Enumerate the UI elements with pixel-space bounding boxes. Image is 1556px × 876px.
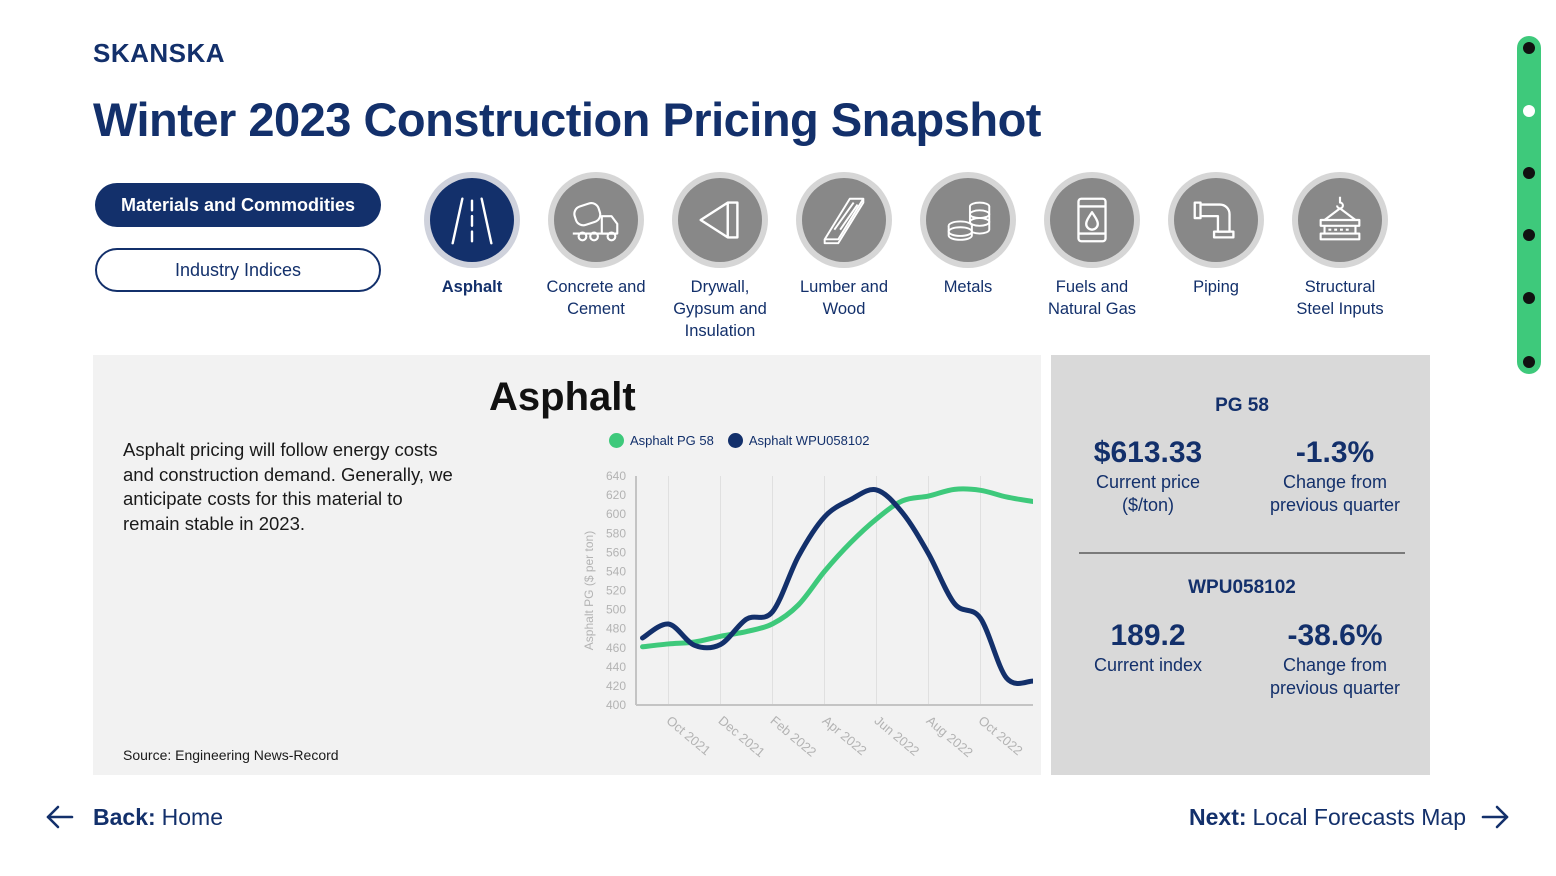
category-nav: Asphalt Concrete and Cement Drywall, Gyp…: [410, 172, 1410, 347]
x-tick-label: Feb 2022: [768, 713, 820, 760]
category-metals[interactable]: Metals: [906, 172, 1030, 298]
category-label: Lumber and Wood: [799, 278, 889, 318]
category-label: Concrete and Cement: [546, 278, 646, 318]
category-label: Fuels and Natural Gas: [1047, 278, 1137, 318]
legend-swatch-green: [609, 433, 624, 448]
stats-divider: [1079, 552, 1405, 554]
y-tick-label: 540: [606, 564, 626, 578]
pg58-price-label: Current price ($/ton): [1095, 472, 1201, 515]
category-structural-steel-inputs[interactable]: Structural Steel Inputs: [1278, 172, 1402, 320]
pg58-current-price: $613.33 Current price ($/ton): [1053, 435, 1243, 517]
concrete-mixer-icon: [572, 202, 619, 242]
tab-industry-indices[interactable]: Industry Indices: [95, 248, 381, 292]
wpu-change: -38.6% Change from previous quarter: [1240, 618, 1430, 700]
legend-item-wpu: Asphalt WPU058102: [727, 433, 870, 448]
page-title: Winter 2023 Construction Pricing Snapsho…: [93, 93, 1041, 146]
y-tick-label: 520: [606, 584, 626, 598]
category-label: Structural Steel Inputs: [1296, 278, 1384, 318]
section-dot[interactable]: [1523, 356, 1535, 368]
legend-label: Asphalt WPU058102: [748, 433, 870, 448]
legend-label: Asphalt PG 58: [630, 433, 714, 448]
section-dot[interactable]: [1523, 229, 1535, 241]
pipe-icon: [1193, 201, 1235, 239]
line-chart: 4004204404604805005205405605806006206401…: [582, 469, 1033, 760]
section-dot[interactable]: [1523, 42, 1535, 54]
stats-panel: PG 58 $613.33 Current price ($/ton) -1.3…: [1051, 355, 1430, 775]
category-drywall[interactable]: Drywall, Gypsum and Insulation: [658, 172, 782, 342]
back-target: Home: [161, 803, 224, 830]
lumber-icon: [823, 197, 865, 245]
next-target: Local Forecasts Map: [1252, 803, 1466, 830]
y-tick-label: 400: [606, 698, 626, 712]
category-fuels-and-natural-gas[interactable]: Fuels and Natural Gas: [1030, 172, 1154, 320]
category-label: Asphalt: [441, 278, 503, 296]
x-tick-label: Oct 2021: [664, 713, 714, 758]
y-tick-label: 460: [606, 641, 626, 655]
pg58-price-value: $613.33: [1093, 436, 1203, 469]
back-link[interactable]: Back: Home: [45, 802, 223, 832]
y-tick-label: 600: [606, 507, 626, 521]
section-dot-current[interactable]: [1523, 105, 1535, 117]
category-label: Piping: [1193, 278, 1239, 296]
legend-swatch-navy: [727, 433, 743, 448]
x-tick-label: Jun 2022: [872, 713, 923, 759]
category-asphalt[interactable]: Asphalt: [410, 172, 534, 298]
wpu-heading: WPU058102: [1188, 577, 1296, 598]
chart-legend: Asphalt PG 58 Asphalt WPU058102: [609, 433, 884, 448]
next-label: Next:: [1189, 803, 1247, 830]
x-tick-label: Aug 2022: [924, 713, 976, 760]
wpu-change-value: -38.6%: [1287, 619, 1383, 652]
series-line-asphalt-pg58: [640, 486, 1033, 650]
category-piping[interactable]: Piping: [1154, 172, 1278, 298]
source-note: Source: Engineering News-Record: [123, 747, 339, 763]
y-tick-label: 440: [606, 660, 626, 674]
y-tick-label: 640: [606, 469, 626, 483]
next-link[interactable]: Next: Local Forecasts Map: [1189, 802, 1510, 832]
y-tick-label: 620: [606, 488, 626, 502]
arrow-right-icon: [1480, 802, 1510, 832]
fuel-barrel-icon: [1077, 197, 1107, 243]
x-tick-label: Dec 2021: [716, 713, 768, 760]
wpu-current-index: 189.2 Current index: [1053, 618, 1243, 677]
wpu-index-value: 189.2: [1110, 619, 1186, 652]
y-tick-label: 560: [606, 545, 626, 559]
y-tick-label: 580: [606, 526, 626, 540]
x-tick-label: Oct 2022: [976, 713, 1026, 758]
category-label: Metals: [943, 278, 993, 296]
x-tick-label: Apr 2022: [820, 713, 870, 758]
pg58-change: -1.3% Change from previous quarter: [1240, 435, 1430, 517]
pg58-change-value: -1.3%: [1295, 436, 1375, 469]
chart-panel: Asphalt pricing will follow energy costs…: [93, 355, 1041, 775]
y-tick-label: 480: [606, 622, 626, 636]
y-axis-title: Asphalt PG ($ per ton): [582, 531, 596, 650]
category-lumber-and-wood[interactable]: Lumber and Wood: [782, 172, 906, 320]
legend-item-pg58: Asphalt PG 58: [609, 433, 714, 448]
material-description: Asphalt pricing will follow energy costs…: [123, 439, 453, 534]
category-concrete-and-cement[interactable]: Concrete and Cement: [534, 172, 658, 320]
section-dot[interactable]: [1523, 167, 1535, 179]
arrow-left-icon: [45, 802, 75, 832]
section-scroll-nav: [1517, 36, 1541, 374]
category-label: Drywall, Gypsum and Insulation: [673, 278, 767, 340]
skanska-logo: SKANSKA: [93, 38, 226, 68]
pg58-change-label: Change from previous quarter: [1269, 472, 1401, 515]
wpu-change-label: Change from previous quarter: [1269, 655, 1401, 698]
drywall-icon: [699, 201, 739, 239]
back-label: Back:: [93, 803, 156, 830]
y-tick-label: 420: [606, 679, 626, 693]
coins-icon: [947, 201, 991, 241]
steel-beam-icon: [1319, 196, 1361, 241]
pg58-heading: PG 58: [1215, 395, 1269, 416]
tab-materials-and-commodities[interactable]: Materials and Commodities: [95, 183, 381, 227]
series-line-asphalt-wpu058102: [640, 487, 1033, 686]
road-icon: [451, 197, 493, 245]
chart-title: Asphalt: [489, 375, 636, 419]
wpu-index-label: Current index: [1093, 655, 1203, 675]
y-tick-label: 500: [606, 603, 626, 617]
section-dot[interactable]: [1523, 292, 1535, 304]
